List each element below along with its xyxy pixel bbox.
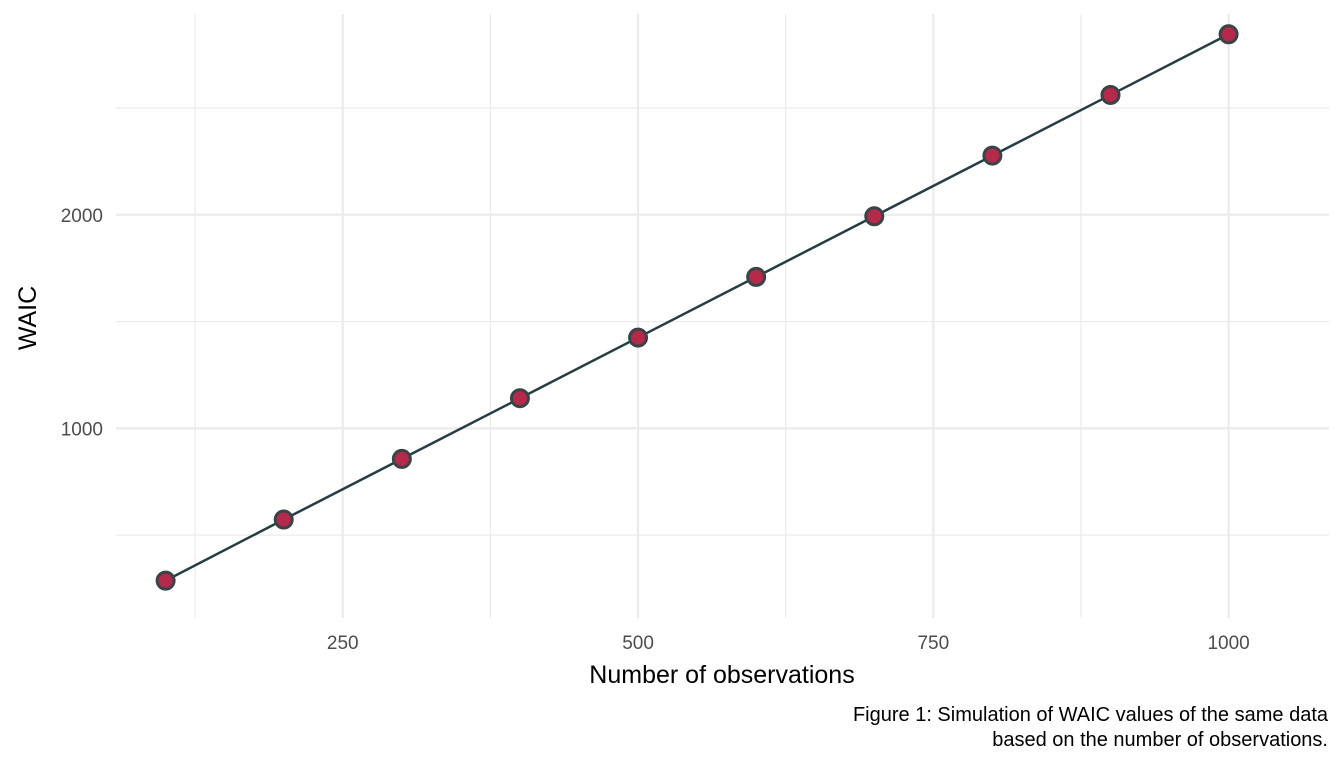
caption-line-2: based on the number of observations. [992,729,1328,751]
x-tick-label: 750 [917,633,949,654]
y-tick-label: 1000 [61,419,103,440]
data-point [509,388,530,409]
x-tick-label: 1000 [1207,633,1249,654]
data-point [391,448,412,469]
data-point [864,206,885,227]
series-line [165,33,1230,582]
data-point [1218,24,1239,45]
y-tick-label: 2000 [61,206,103,227]
major-gridlines [116,14,1329,618]
x-tick-label: 500 [622,633,654,654]
figure-caption: Figure 1: Simulation of WAIC values of t… [853,703,1328,753]
data-point [628,327,649,348]
x-tick-label: 250 [327,633,359,654]
x-axis-title: Number of observations [589,661,854,689]
data-points [155,24,1239,591]
caption-line-1: Figure 1: Simulation of WAIC values of t… [852,704,1328,726]
data-point [1100,84,1121,105]
data-point [273,509,294,530]
data-point [155,570,176,591]
data-point [746,266,767,287]
y-tick-labels: 1000 2000 [61,206,103,441]
series-line-group [165,33,1230,582]
minor-gridlines [116,14,1329,618]
x-tick-labels: 250 500 750 1000 [327,633,1250,654]
data-point [982,145,1003,166]
y-axis-title: WAIC [14,286,42,350]
